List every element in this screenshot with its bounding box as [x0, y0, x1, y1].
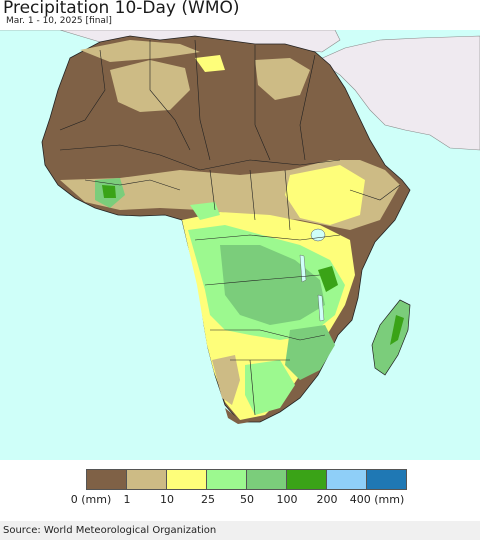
southafrica-lightgreen	[245, 360, 295, 415]
legend-tick-4: 50	[240, 493, 254, 506]
legend-swatch-6	[327, 470, 367, 489]
north-yellow-patch	[195, 55, 225, 72]
egypt-tan-patch	[255, 58, 310, 100]
namibia-tan	[212, 355, 240, 405]
madagascar-wet-core	[390, 315, 404, 345]
legend-swatch-7	[367, 470, 406, 489]
map-title: Precipitation 10-Day (WMO)	[3, 0, 240, 18]
source-credit: Source: World Meteorological Organizatio…	[3, 525, 217, 536]
legend-tick-3: 25	[201, 493, 215, 506]
legend-swatch-0	[87, 470, 127, 489]
central-green	[220, 245, 325, 325]
westafrica-dark-green	[102, 185, 116, 198]
lake-malawi	[317, 294, 325, 322]
east-dark-green	[318, 266, 338, 292]
southwest-brown	[225, 408, 250, 424]
footer-bar: Source: World Meteorological Organizatio…	[0, 521, 480, 540]
legend-swatch-1	[127, 470, 167, 489]
legend-swatch-2	[167, 470, 207, 489]
lake-tanganyika	[299, 254, 307, 283]
country-borders	[59, 39, 401, 416]
precipitation-map	[0, 30, 480, 460]
map-subtitle: Mar. 1 - 10, 2025 [final]	[6, 16, 112, 26]
legend-swatch-5	[287, 470, 327, 489]
legend-tick-2: 10	[160, 493, 174, 506]
lake-victoria	[310, 228, 326, 242]
ethiopia-yellow	[285, 165, 365, 225]
precipitation-legend	[86, 469, 407, 490]
legend-swatch-4	[247, 470, 287, 489]
gulf-guinea-lightgreen	[190, 202, 220, 220]
legend-tick-7: 400 (mm)	[349, 493, 405, 506]
legend-tick-0: 0 (mm)	[70, 493, 112, 506]
sahara-tan-patch-north	[80, 40, 200, 62]
legend-tick-6: 200	[316, 493, 338, 506]
legend-tick-5: 100	[276, 493, 298, 506]
southeast-green	[285, 325, 335, 380]
legend-tick-1: 1	[123, 493, 131, 506]
arabia-landmass	[317, 35, 480, 151]
legend-swatch-3	[207, 470, 247, 489]
